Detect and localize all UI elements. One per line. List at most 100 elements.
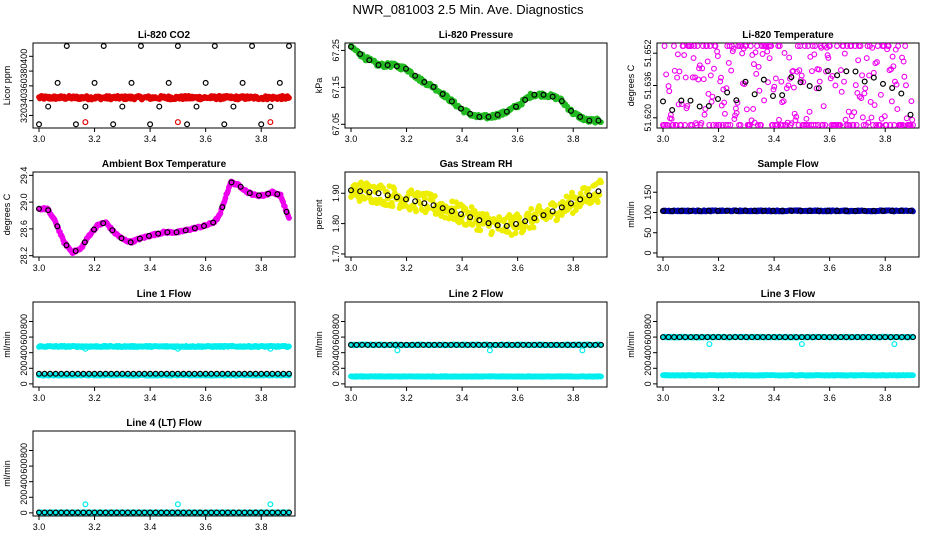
data-point [845,108,852,115]
data-point [869,44,876,51]
average-point [412,198,419,205]
average-point [41,509,48,516]
data-point [798,72,805,79]
data-point [826,43,833,49]
highlight-point [174,501,181,508]
average-point [586,117,593,124]
data-point [908,98,915,105]
x-tick-label: 3.8 [255,522,268,532]
data-point [841,50,848,57]
average-point [252,509,259,516]
average-point [464,341,471,348]
average-point [815,334,822,341]
average-point [147,509,154,516]
average-point [263,509,270,516]
data-point [841,78,847,85]
average-point [861,207,868,214]
average-point [826,334,833,341]
average-point [193,103,200,110]
average-point [197,370,204,377]
panel-title: Line 2 Flow [449,289,504,300]
average-point [241,370,248,377]
x-tick-label: 3.0 [657,393,670,403]
data-point [765,79,771,86]
average-point [286,370,293,377]
average-point [769,92,776,99]
data-point [693,122,700,128]
y-tick-label: 50 [643,228,653,238]
data-point [573,207,579,214]
data-point [516,214,523,221]
average-point [494,222,501,229]
data-point [389,203,396,210]
x-tick-label: 3.2 [712,263,725,273]
data-point [668,115,675,122]
average-point [54,79,61,86]
y-tick-label: 51.636 [643,72,653,100]
y-axis-label: kPa [314,78,324,94]
data-point [776,116,782,123]
average-point [158,509,165,516]
data-point [825,54,832,61]
data-point [779,122,786,128]
average-point [671,334,678,341]
average-point [696,103,703,110]
panel-title: Ambient Box Temperature [102,159,227,170]
average-point [41,370,48,377]
average-point [678,97,685,104]
x-tick-label: 3.6 [511,393,524,403]
average-point [421,79,428,86]
data-point [699,65,706,72]
average-point [485,113,492,120]
y-tick-label: 0 [643,250,653,255]
data-point [286,343,292,350]
data-point [820,103,827,110]
average-point [54,223,61,230]
average-point [137,42,144,49]
average-point [470,341,477,348]
average-point [430,202,437,209]
data-point [863,55,870,62]
y-tick-label: 1.70 [331,245,341,263]
data-point [678,101,685,108]
panel-10: Line 4 (LT) Flow ml/min 3.0 3.2 3.4 3.6 3.8 0 20… [2,418,296,532]
plot-frame [656,171,920,258]
average-point [522,96,529,103]
average-point [118,235,125,242]
average-point [280,509,287,516]
average-point [381,341,388,348]
average-point [512,103,519,110]
average-point [742,78,749,85]
average-point [228,179,235,186]
y-tick-label: 400 [19,345,29,360]
x-tick-label: 3.2 [88,134,101,144]
average-point [247,509,254,516]
data-point [774,122,781,128]
average-point [280,370,287,377]
data-point [846,122,853,128]
average-point [687,97,694,104]
data-point [855,57,862,64]
data-point [698,120,705,126]
data-point [902,82,909,89]
average-point [709,334,716,341]
average-point [586,192,593,199]
y-tick-label: 340 [19,93,29,108]
x-tick-label: 3.2 [400,134,413,144]
data-point [733,109,740,116]
data-point [758,122,764,128]
data-point [528,205,535,212]
y-tick-label: 0 [643,381,653,386]
data-point [718,74,724,81]
data-point [714,48,721,55]
y-tick-label: 400 [19,474,29,489]
highlight-point [798,341,805,348]
average-point [907,207,914,214]
average-point [45,207,52,214]
data-point [707,72,714,79]
average-point [458,211,465,218]
data-point [866,72,873,79]
average-point [834,72,841,79]
y-tick-label: 400 [643,345,653,360]
average-point [815,207,822,214]
